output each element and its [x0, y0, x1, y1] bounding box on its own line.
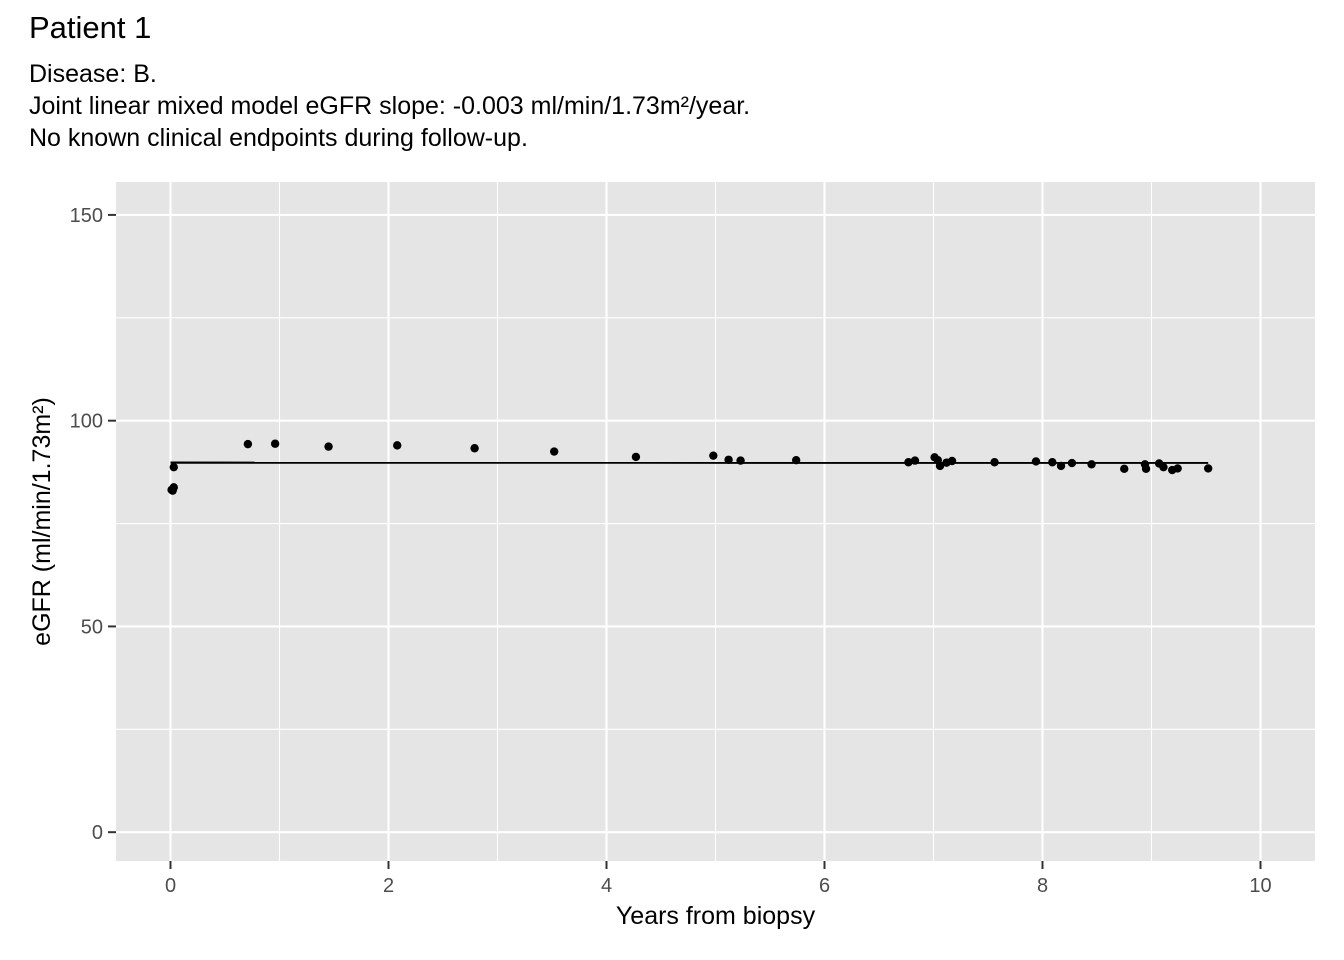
data-point	[1159, 462, 1168, 472]
chart-title: Patient 1	[29, 10, 152, 45]
data-point	[169, 462, 178, 472]
data-point	[1087, 460, 1096, 469]
data-point	[1056, 461, 1066, 471]
data-point	[393, 441, 402, 450]
y-tick-label: 0	[92, 822, 103, 844]
data-point	[910, 456, 920, 465]
data-point	[1048, 458, 1057, 467]
x-tick-label: 8	[1037, 875, 1048, 897]
data-point	[631, 452, 641, 462]
data-point	[169, 483, 178, 492]
y-axis: 0 50 100 150	[70, 205, 116, 844]
data-point	[709, 451, 718, 460]
x-tick-label: 6	[819, 875, 830, 897]
data-point	[736, 456, 745, 465]
data-point	[549, 447, 559, 456]
y-tick-label: 150	[70, 205, 103, 227]
y-tick-label: 50	[81, 616, 103, 638]
data-point	[1203, 464, 1213, 473]
x-tick-label: 0	[165, 875, 176, 897]
data-point	[324, 442, 333, 451]
data-point	[1120, 464, 1129, 474]
data-point	[1173, 464, 1182, 473]
major-gridlines	[116, 182, 1315, 861]
data-point	[1141, 464, 1151, 474]
y-tick-label: 100	[70, 411, 103, 433]
subtitle-slope: Joint linear mixed model eGFR slope: -0.…	[29, 92, 751, 120]
minor-gridlines	[116, 182, 1315, 861]
data-point	[935, 461, 945, 471]
subtitle-disease: Disease: B.	[29, 60, 157, 88]
x-tick-label: 2	[383, 875, 394, 897]
data-point	[1031, 457, 1041, 466]
data-point	[270, 439, 280, 448]
data-points	[167, 439, 1213, 495]
y-axis-title: eGFR (ml/min/1.73m²)	[28, 397, 56, 646]
x-axis: 0 2 4 6 8 10	[165, 861, 1272, 897]
x-axis-title: Years from biopsy	[616, 902, 816, 930]
data-point	[904, 458, 913, 467]
x-tick-label: 10	[1249, 875, 1271, 897]
data-point	[947, 456, 957, 466]
data-point	[470, 444, 479, 453]
subtitle-endpoints: No known clinical endpoints during follo…	[29, 124, 528, 152]
data-point	[791, 455, 801, 465]
data-point	[243, 439, 253, 449]
data-point	[724, 455, 733, 464]
x-tick-label: 4	[601, 875, 612, 897]
data-point	[990, 458, 999, 467]
data-point	[1067, 458, 1077, 468]
